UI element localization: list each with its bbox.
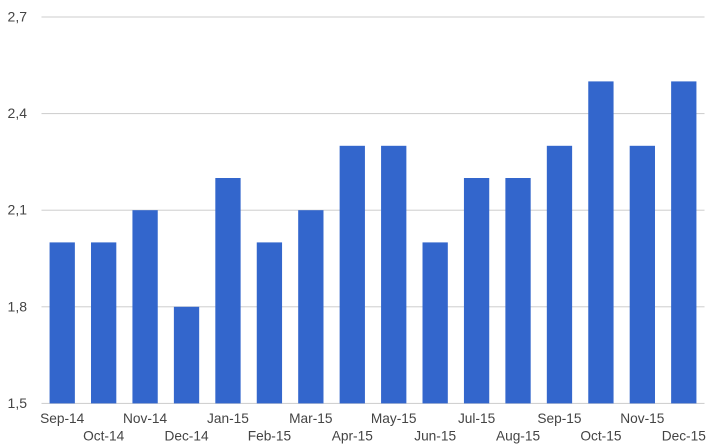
svg-text:Sep-14: Sep-14 [40,411,85,426]
svg-text:2,4: 2,4 [8,105,28,121]
svg-text:2,7: 2,7 [8,9,28,25]
svg-text:Feb-15: Feb-15 [248,429,292,444]
svg-text:Oct-15: Oct-15 [580,429,621,444]
svg-text:Sep-15: Sep-15 [537,411,582,426]
svg-text:1,8: 1,8 [8,298,28,314]
svg-text:2,1: 2,1 [8,202,28,218]
svg-text:Aug-15: Aug-15 [496,429,541,444]
svg-text:Jun-15: Jun-15 [414,429,456,444]
svg-text:Nov-14: Nov-14 [123,411,168,426]
svg-text:Nov-15: Nov-15 [620,411,665,426]
svg-text:May-15: May-15 [371,411,417,426]
svg-text:Jul-15: Jul-15 [458,411,496,426]
svg-text:Dec-15: Dec-15 [662,429,707,444]
svg-text:Apr-15: Apr-15 [332,429,373,444]
svg-text:Dec-14: Dec-14 [164,429,209,444]
svg-text:1,5: 1,5 [8,395,28,411]
svg-text:Mar-15: Mar-15 [289,411,333,426]
svg-text:Oct-14: Oct-14 [83,429,124,444]
svg-text:Jan-15: Jan-15 [207,411,249,426]
